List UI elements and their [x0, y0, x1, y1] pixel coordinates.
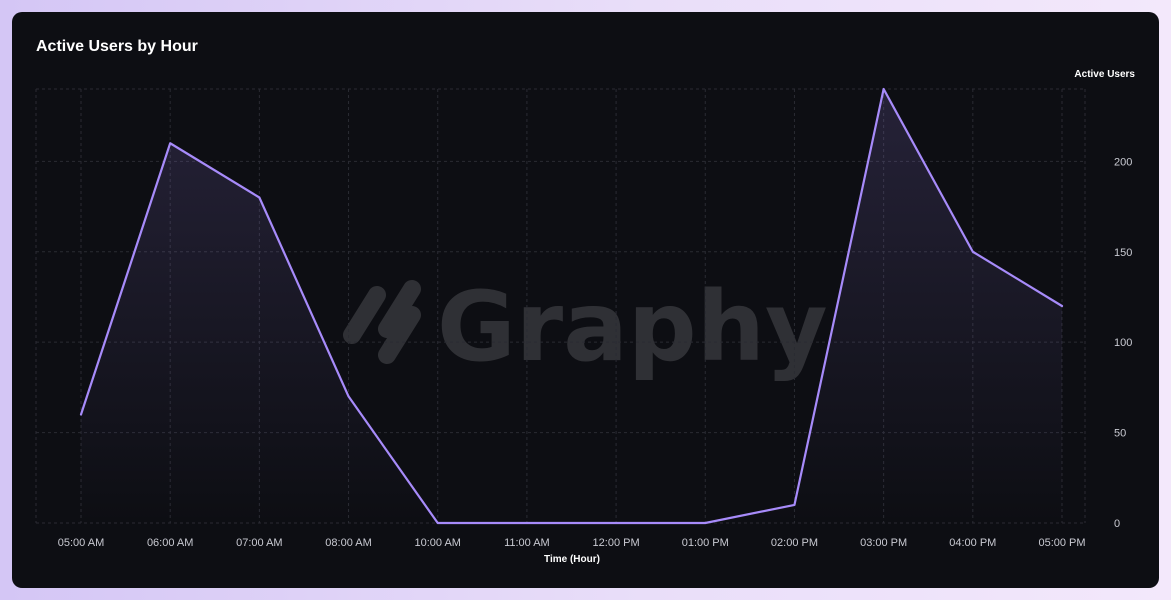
chart-title: Active Users by Hour [36, 38, 198, 55]
x-tick-label: 03:00 PM [860, 537, 907, 549]
x-tick-label: 10:00 AM [414, 537, 460, 549]
y-tick-label: 150 [1114, 247, 1132, 259]
series-area [81, 89, 1062, 523]
series-line-path [79, 87, 1064, 525]
x-tick-label: 01:00 PM [682, 537, 729, 549]
watermark-text: Graphy [437, 271, 828, 383]
watermark-logo: Graphy [343, 271, 828, 383]
x-tick-label: 05:00 AM [58, 537, 104, 549]
x-tick-label: 08:00 AM [325, 537, 371, 549]
y-axis-ticks: 0 50 100 150 200 [1114, 156, 1132, 530]
y-tick-label: 200 [1114, 156, 1132, 168]
y-tick-label: 100 [1114, 337, 1132, 349]
x-tick-label: 07:00 AM [236, 537, 282, 549]
x-tick-label: 11:00 AM [504, 537, 550, 549]
y-tick-label: 0 [1114, 518, 1120, 530]
chart-card: Active Users by Hour Active Users Graphy… [12, 12, 1159, 588]
x-tick-label: 12:00 PM [593, 537, 640, 549]
area-fill [81, 89, 1062, 523]
y-axis-label: Active Users [1074, 69, 1135, 80]
x-tick-label: 02:00 PM [771, 537, 818, 549]
x-axis-label: Time (Hour) [544, 554, 600, 565]
watermark-logo-icon [343, 280, 421, 364]
line-chart: 05:00 AM 06:00 AM 07:00 AM 08:00 AM 10:00 AM… [35, 87, 1132, 549]
x-tick-label: 06:00 AM [147, 537, 193, 549]
x-axis-ticks: 05:00 AM 06:00 AM 07:00 AM 08:00 AM 10:00 AM… [58, 537, 1086, 549]
x-tick-label: 05:00 PM [1038, 537, 1085, 549]
series-line [79, 87, 1064, 525]
x-tick-label: 04:00 PM [949, 537, 996, 549]
y-tick-label: 50 [1114, 428, 1126, 440]
